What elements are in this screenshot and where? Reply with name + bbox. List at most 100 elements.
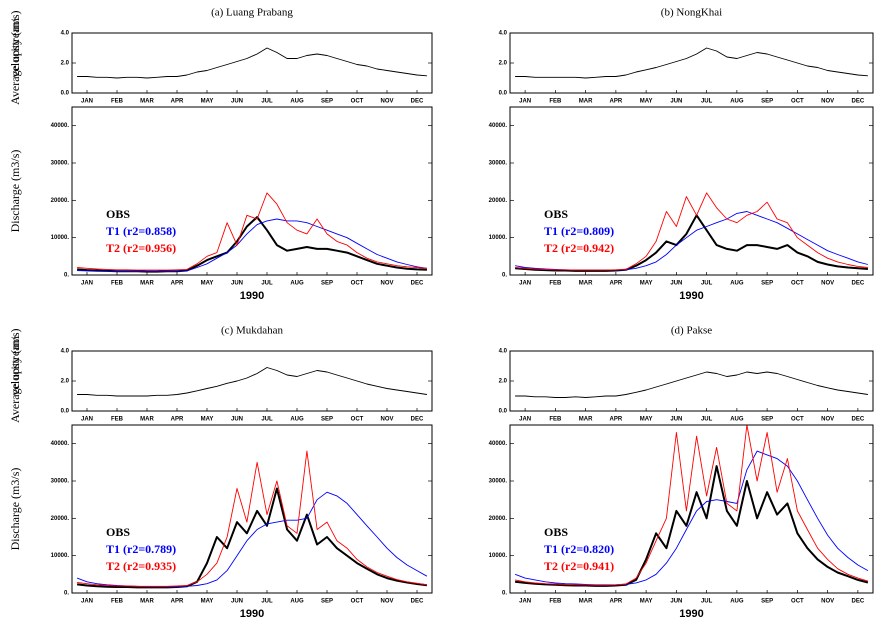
x-tick-label: AUG	[730, 281, 744, 287]
y-tick-label: 0.	[64, 273, 69, 279]
x-tick-label: JAN	[519, 417, 531, 423]
plot-frame	[509, 350, 874, 412]
x-tick-label: DEC	[411, 599, 424, 605]
y-axis-label: Discharge (m3/s)	[8, 468, 22, 551]
legend-label: T2 (r2=0.942)	[544, 241, 614, 255]
y-tick-label: 10000.	[51, 553, 70, 559]
x-axis-label: 1990	[679, 290, 703, 302]
x-tick-label: JUL	[261, 99, 273, 105]
x-tick-label: JUL	[261, 417, 273, 423]
x-tick-label: MAY	[640, 599, 653, 605]
subplot: 0. 10000. 20000. 30000. 40000. JAN FEB MAR APR MA…	[8, 424, 433, 620]
x-tick-label: MAR	[579, 599, 593, 605]
y-tick-label: 30000.	[489, 161, 508, 167]
legend-label: OBS	[544, 207, 568, 221]
plot-frame	[71, 32, 433, 94]
x-tick-label: APR	[610, 417, 623, 423]
panel-title: (a) Luang Prabang	[211, 7, 293, 19]
y-tick-label: 40000.	[489, 123, 508, 129]
x-tick-label: MAY	[201, 281, 214, 287]
x-tick-label: AUG	[290, 599, 304, 605]
x-tick-label: JAN	[81, 599, 93, 605]
x-tick-label: JUL	[701, 599, 713, 605]
x-tick-label: MAY	[201, 99, 214, 105]
x-tick-label: JUN	[670, 417, 682, 423]
x-tick-label: JUL	[261, 281, 273, 287]
x-tick-label: MAR	[579, 281, 593, 287]
x-axis-label: 1990	[240, 608, 264, 620]
y-tick-label: 4.0	[499, 349, 508, 355]
x-tick-label: JAN	[519, 99, 531, 105]
plot-frame	[71, 350, 433, 412]
x-tick-label: MAR	[579, 417, 593, 423]
x-tick-label: FEB	[549, 281, 562, 287]
plot-frame	[71, 106, 433, 276]
series-line	[515, 47, 868, 79]
x-tick-label: NOV	[821, 281, 834, 287]
series-line	[77, 367, 427, 397]
legend-label: T1 (r2=0.809)	[544, 224, 614, 238]
plot-frame	[509, 32, 874, 94]
x-tick-label: NOV	[821, 599, 834, 605]
x-tick-label: DEC	[411, 99, 424, 105]
series-line	[514, 450, 869, 586]
x-tick-label: FEB	[111, 281, 124, 287]
x-tick-label: DEC	[852, 281, 865, 287]
x-tick-label: FEB	[549, 599, 562, 605]
x-tick-label: NOV	[380, 599, 393, 605]
x-tick-label: MAY	[201, 417, 214, 423]
legend-label: OBS	[106, 525, 130, 539]
y-tick-label: 2.0	[61, 379, 70, 385]
y-tick-label: 0.0	[61, 409, 70, 415]
legend-label: T2 (r2=0.935)	[106, 559, 176, 573]
x-tick-label: MAY	[201, 599, 214, 605]
subplot: (d) Pakse 0.0 2.0 4.0 JAN FEB MAR APR MAY JUN JUL A…	[499, 325, 874, 423]
x-tick-label: FEB	[111, 599, 124, 605]
x-tick-label: MAY	[640, 99, 653, 105]
y-tick-label: 0.	[502, 591, 507, 597]
y-tick-label: 20000.	[489, 516, 508, 522]
x-axis-label: 1990	[240, 290, 264, 302]
x-tick-label: OCT	[351, 99, 364, 105]
x-tick-label: JUN	[670, 599, 682, 605]
legend-label: T1 (r2=0.789)	[106, 542, 176, 556]
y-tick-label: 0.0	[499, 409, 508, 415]
series-line	[515, 425, 869, 586]
panel-title: (d) Pakse	[671, 325, 712, 337]
x-tick-label: NOV	[821, 99, 834, 105]
y-tick-label: 40000.	[51, 123, 70, 129]
plot-frame	[509, 424, 874, 594]
y-tick-label: 40000.	[489, 441, 508, 447]
x-tick-label: APR	[610, 599, 623, 605]
x-tick-label: JAN	[519, 281, 531, 287]
x-tick-label: JAN	[81, 281, 93, 287]
x-tick-label: FEB	[111, 99, 124, 105]
series-line	[77, 218, 427, 273]
legend-label: T2 (r2=0.941)	[544, 559, 614, 573]
x-tick-label: APR	[171, 99, 184, 105]
x-tick-label: SEP	[321, 281, 333, 287]
y-tick-label: 30000.	[489, 479, 508, 485]
x-tick-label: JUN	[231, 281, 243, 287]
x-tick-label: SEP	[321, 599, 333, 605]
x-tick-label: MAR	[579, 99, 593, 105]
x-tick-label: DEC	[852, 599, 865, 605]
panel-title: (c) Mukdahan	[221, 325, 284, 337]
x-tick-label: AUG	[290, 281, 304, 287]
x-tick-label: FEB	[549, 99, 562, 105]
x-tick-label: NOV	[380, 99, 393, 105]
series-line	[77, 450, 427, 587]
y-tick-label: 10000.	[51, 235, 70, 241]
x-tick-label: JAN	[81, 417, 93, 423]
x-tick-label: FEB	[549, 417, 562, 423]
x-tick-label: JAN	[519, 599, 531, 605]
x-tick-label: SEP	[761, 417, 773, 423]
x-tick-label: JUN	[231, 599, 243, 605]
x-tick-label: OCT	[351, 417, 364, 423]
y-tick-label: 30000.	[51, 161, 70, 167]
x-tick-label: JUL	[701, 417, 713, 423]
x-tick-label: JUL	[701, 99, 713, 105]
x-tick-label: OCT	[791, 99, 804, 105]
y-tick-label: 10000.	[489, 235, 508, 241]
x-tick-label: DEC	[411, 417, 424, 423]
